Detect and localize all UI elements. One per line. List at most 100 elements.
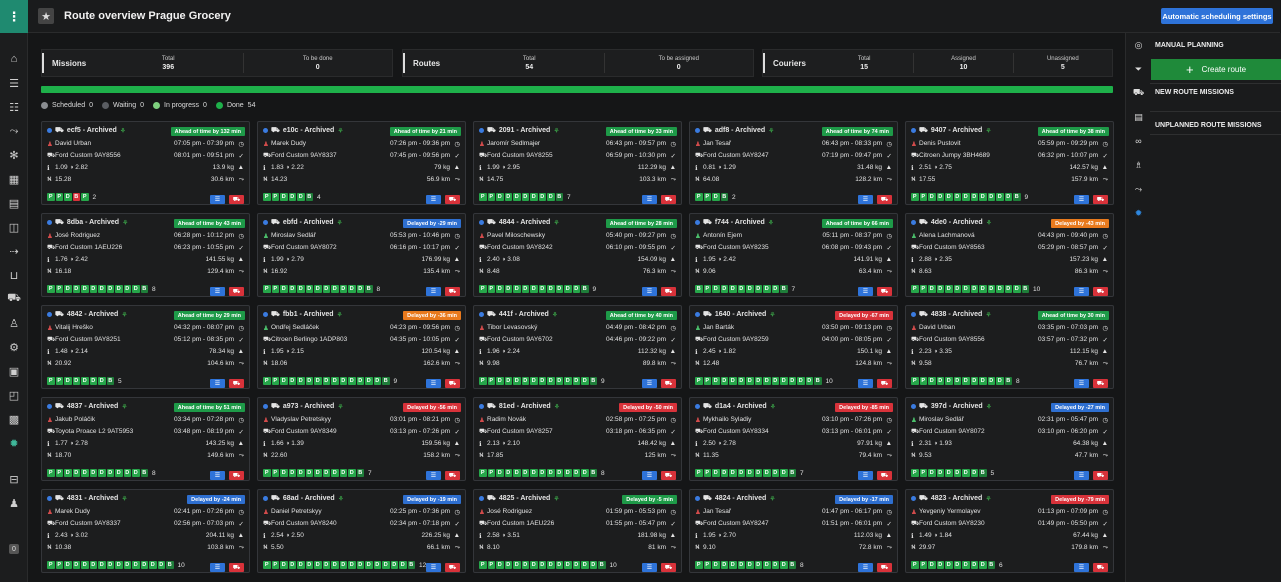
unassign-button[interactable]: ⛟ xyxy=(445,287,460,296)
target-icon[interactable]: ◎ xyxy=(1134,39,1143,50)
unassign-button[interactable]: ⛟ xyxy=(229,287,244,296)
link-icon[interactable]: ∞ xyxy=(1135,136,1142,146)
stop-chip[interactable]: B xyxy=(979,469,987,477)
stop-chip[interactable]: D xyxy=(305,561,313,569)
unassign-button[interactable]: ⛟ xyxy=(229,563,244,572)
stop-chip[interactable]: P xyxy=(911,377,919,385)
route-card[interactable]: ⛟ 397d - Archived ⚘ Delayed by -27 min ♟ Miro… xyxy=(905,397,1114,481)
stop-chip[interactable]: D xyxy=(356,377,364,385)
stop-chip[interactable]: D xyxy=(513,561,521,569)
stop-chip[interactable]: D xyxy=(970,561,978,569)
stop-chip[interactable]: B xyxy=(166,561,174,569)
stop-chip[interactable]: D xyxy=(305,469,313,477)
stop-chip[interactable]: B xyxy=(72,193,80,201)
stop-chip[interactable]: D xyxy=(530,561,538,569)
stop-chip[interactable]: B xyxy=(1013,193,1021,201)
stop-chip[interactable]: D xyxy=(564,469,572,477)
stop-chip[interactable]: P xyxy=(479,193,487,201)
stop-chip[interactable]: D xyxy=(72,285,80,293)
gear-icon[interactable]: ✹ xyxy=(9,437,19,450)
stop-chip[interactable]: B xyxy=(140,285,148,293)
calendar-icon[interactable]: ▦ xyxy=(8,173,20,186)
details-button[interactable]: ☰ xyxy=(642,379,657,388)
stop-chip[interactable]: P xyxy=(263,193,271,201)
stop-chip[interactable]: P xyxy=(919,193,927,201)
stop-chip[interactable]: D xyxy=(496,469,504,477)
route-card[interactable]: ⛟ 4825 - Archived ⚘ Delayed by -5 min ♟ José … xyxy=(473,489,682,573)
stop-chip[interactable]: D xyxy=(996,377,1004,385)
stop-chip[interactable]: D xyxy=(928,193,936,201)
stop-chip[interactable]: D xyxy=(297,469,305,477)
stop-chip[interactable]: D xyxy=(780,469,788,477)
stop-chip[interactable]: D xyxy=(322,377,330,385)
stop-chip[interactable]: D xyxy=(521,561,529,569)
unassign-button[interactable]: ⛟ xyxy=(877,379,892,388)
stop-chip[interactable]: D xyxy=(106,561,114,569)
apps-icon[interactable]: ▩ xyxy=(8,413,20,426)
stop-chip[interactable]: D xyxy=(399,561,407,569)
details-button[interactable]: ☰ xyxy=(1074,195,1089,204)
account-icon[interactable]: ♟ xyxy=(9,497,19,510)
stop-chip[interactable]: P xyxy=(55,561,63,569)
stop-chip[interactable]: D xyxy=(288,377,296,385)
unassign-button[interactable]: ⛟ xyxy=(661,563,676,572)
details-button[interactable]: ☰ xyxy=(210,563,225,572)
stop-chip[interactable]: P xyxy=(911,285,919,293)
stop-chip[interactable]: P xyxy=(47,377,55,385)
stop-chip[interactable]: D xyxy=(64,377,72,385)
stop-chip[interactable]: D xyxy=(746,469,754,477)
stop-chip[interactable]: D xyxy=(538,377,546,385)
create-route-button[interactable]: + Create route xyxy=(1151,59,1281,80)
stop-chip[interactable]: D xyxy=(339,285,347,293)
stop-chip[interactable]: D xyxy=(572,469,580,477)
unassign-button[interactable]: ⛟ xyxy=(445,471,460,480)
route-card[interactable]: ⛟ 4844 - Archived ⚘ Ahead of time by 28 min… xyxy=(473,213,682,297)
stop-chip[interactable]: D xyxy=(788,377,796,385)
stop-chip[interactable]: D xyxy=(746,377,754,385)
stop-chip[interactable]: D xyxy=(737,285,745,293)
stop-chip[interactable]: D xyxy=(64,561,72,569)
stop-chip[interactable]: D xyxy=(89,561,97,569)
stop-chip[interactable]: D xyxy=(936,561,944,569)
stop-chip[interactable]: D xyxy=(297,561,305,569)
stop-chip[interactable]: D xyxy=(962,193,970,201)
stop-chip[interactable]: D xyxy=(754,377,762,385)
stop-chip[interactable]: B xyxy=(695,285,703,293)
unassign-button[interactable]: ⛟ xyxy=(229,195,244,204)
stop-chip[interactable]: D xyxy=(712,193,720,201)
route-card[interactable]: ⛟ 1640 - Archived ⚘ Delayed by -67 min ♟ Jan … xyxy=(689,305,898,389)
stop-chip[interactable]: D xyxy=(953,285,961,293)
stop-chip[interactable]: D xyxy=(373,561,381,569)
list-check-icon[interactable]: ☷ xyxy=(9,101,19,114)
stop-chip[interactable]: D xyxy=(115,285,123,293)
stop-chip[interactable]: P xyxy=(55,469,63,477)
stop-chip[interactable]: P xyxy=(263,285,271,293)
stop-chip[interactable]: D xyxy=(348,469,356,477)
stop-chip[interactable]: D xyxy=(504,561,512,569)
stop-chip[interactable]: D xyxy=(538,285,546,293)
details-button[interactable]: ☰ xyxy=(858,195,873,204)
user-icon[interactable]: ♙ xyxy=(9,317,19,330)
details-button[interactable]: ☰ xyxy=(210,287,225,296)
stop-chip[interactable]: D xyxy=(339,377,347,385)
stop-chip[interactable]: P xyxy=(479,561,487,569)
filter-icon[interactable]: ⏷ xyxy=(1134,63,1143,74)
stop-chip[interactable]: D xyxy=(555,469,563,477)
route-card[interactable]: ⛟ ecf5 - Archived ⚘ Ahead of time by 132 mi… xyxy=(41,121,250,205)
stop-chip[interactable]: D xyxy=(280,469,288,477)
stop-chip[interactable]: B xyxy=(788,561,796,569)
stop-chip[interactable]: D xyxy=(513,469,521,477)
stop-chip[interactable]: B xyxy=(106,377,114,385)
stop-chip[interactable]: D xyxy=(962,285,970,293)
stop-chip[interactable]: D xyxy=(953,469,961,477)
stop-chip[interactable]: D xyxy=(314,377,322,385)
stop-chip[interactable]: P xyxy=(703,377,711,385)
stop-chip[interactable]: D xyxy=(712,561,720,569)
stop-chip[interactable]: D xyxy=(987,193,995,201)
stop-chip[interactable]: P xyxy=(695,469,703,477)
stop-chip[interactable]: P xyxy=(47,285,55,293)
unassign-button[interactable]: ⛟ xyxy=(229,379,244,388)
route-card[interactable]: ⛟ 81ed - Archived ⚘ Delayed by -50 min ♟ Radi… xyxy=(473,397,682,481)
stop-chip[interactable]: D xyxy=(771,561,779,569)
stop-chip[interactable]: P xyxy=(47,193,55,201)
